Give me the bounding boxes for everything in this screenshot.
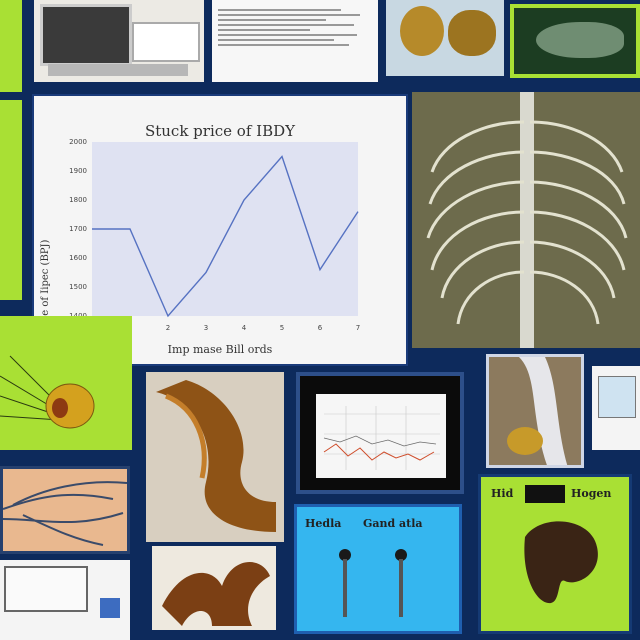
- tree-illustration-tile: [0, 466, 130, 554]
- device-photo-tile: [34, 0, 204, 82]
- probe-pins-image: [339, 549, 407, 617]
- lime-panel-title-left: Hid: [491, 487, 514, 500]
- y-tick-label: 1500: [69, 283, 87, 291]
- mini-line-chart-image: [323, 406, 440, 470]
- framed-chart-tile: [296, 372, 464, 494]
- device-panel-image: [4, 566, 88, 612]
- y-tick-label: 2000: [69, 138, 87, 146]
- top-left-strip: [0, 0, 22, 92]
- plot-area: [92, 142, 358, 316]
- document-page-tile: [212, 0, 378, 82]
- device-button-image: [100, 598, 120, 618]
- blue-panel-title-left: Hedla: [305, 517, 342, 530]
- x-tick-label: 2: [166, 324, 170, 332]
- anatomy-photo-tile: [486, 354, 584, 468]
- blue-info-panel: Hedla Gand atla: [294, 504, 462, 634]
- roots-image: [162, 562, 270, 626]
- chart-x-axis-label: Imp mase Bill ords: [167, 343, 273, 356]
- y-tick-label: 1600: [69, 254, 87, 262]
- organ-specimen-image: [524, 521, 598, 604]
- wood-form-image: [156, 380, 276, 532]
- roots-photo-tile: [152, 546, 276, 630]
- lemon-diagram-image: [0, 355, 95, 429]
- x-tick-label: 6: [318, 324, 323, 332]
- y-tick-label: 1700: [69, 225, 87, 233]
- panel-box-image: [132, 22, 200, 62]
- monitor-screen-image: [40, 4, 132, 66]
- right-device-tile: [592, 366, 640, 450]
- x-tick-label: 7: [356, 324, 360, 332]
- bottom-left-device-tile: [0, 560, 130, 640]
- xray-skeleton-tile: [412, 92, 640, 348]
- ribcage-image: [426, 92, 628, 348]
- left-diagram-strip: [0, 100, 22, 300]
- lime-panel-redaction-bar: [525, 485, 565, 503]
- lemon-drawing-tile: [0, 316, 132, 450]
- x-tick-label: 5: [280, 324, 284, 332]
- tree-branches-image: [3, 481, 127, 546]
- device-screen-image: [598, 376, 636, 418]
- anatomy-image: [507, 357, 568, 465]
- lime-info-panel: Hid Hogen: [478, 474, 632, 634]
- y-tick-label: 1800: [69, 196, 87, 204]
- series-line: [92, 155, 359, 318]
- fish-photo-tile: [510, 4, 640, 78]
- gold-blob-image-2: [448, 10, 496, 56]
- lime-panel-title-right: Hogen: [571, 487, 612, 500]
- y-tick-label: 1900: [69, 167, 87, 175]
- x-tick-label: 3: [204, 324, 208, 332]
- fish-image: [536, 22, 624, 58]
- gold-objects-photo: [386, 0, 504, 76]
- inner-chart-paper: [316, 394, 446, 478]
- chart-title: Stuck price of IBDY: [144, 122, 296, 140]
- line-chart: 2000190018001700160015001400 01234567: [69, 138, 360, 332]
- wood-sculpture-tile: [146, 372, 284, 542]
- device-base-image: [48, 64, 188, 76]
- blue-panel-title-right: Gand atla: [363, 517, 423, 530]
- gold-blob-image: [400, 6, 444, 56]
- x-tick-label: 4: [242, 324, 247, 332]
